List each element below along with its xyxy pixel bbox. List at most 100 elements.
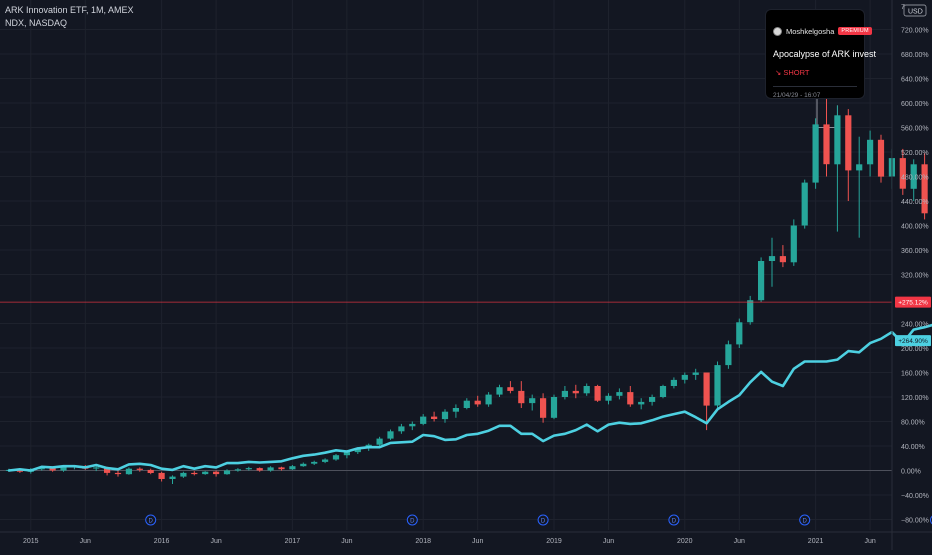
candle-body [584, 386, 590, 393]
y-tick-label: 320.00% [901, 273, 929, 280]
x-tick-label: 2021 [808, 538, 824, 545]
candle-body [649, 397, 655, 402]
candle-body [573, 391, 579, 393]
candle-body [202, 472, 208, 474]
y-tick-label: 480.00% [901, 175, 929, 182]
candle-body [551, 397, 557, 418]
y-tick-label: 240.00% [901, 322, 929, 329]
series-legend: ARK Innovation ETF, 1M, AMEX NDX, NASDAQ [5, 4, 134, 30]
y-tick-label: 200.00% [901, 346, 929, 353]
candle-body [747, 300, 753, 322]
candle-body [595, 386, 601, 401]
dividend-marker-label: D [803, 519, 808, 525]
candle-body [420, 417, 426, 424]
candle-body [791, 226, 797, 263]
y-tick-label: 160.00% [901, 371, 929, 378]
candle-body [60, 467, 66, 470]
candle-body [377, 439, 383, 445]
candle-body [486, 395, 492, 405]
x-tick-label: 2016 [154, 538, 170, 545]
x-tick-label: Jun [472, 538, 483, 545]
candle-body [169, 477, 175, 479]
x-tick-label: 2015 [23, 538, 39, 545]
dividend-marker-label: D [672, 519, 677, 525]
y-tick-label: 80.00% [901, 420, 925, 427]
x-tick-label: Jun [603, 538, 614, 545]
candle-body [464, 401, 470, 408]
idea-author-row[interactable]: Moshkelgosha PREMIUM [773, 25, 872, 37]
x-tick-label: 2018 [415, 538, 431, 545]
idea-author[interactable]: Moshkelgosha [786, 27, 834, 36]
candle-body [704, 373, 710, 406]
candle-body [257, 468, 263, 470]
candle-body [758, 261, 764, 300]
candle-body [671, 380, 677, 386]
candle-body [616, 392, 622, 396]
candle-body [507, 387, 513, 391]
candle-body [475, 401, 481, 405]
candle-body [638, 402, 644, 405]
x-tick-label: Jun [734, 538, 745, 545]
dividend-marker-label: D [541, 519, 546, 525]
candle-body [802, 183, 808, 226]
candle-body [246, 468, 252, 469]
candle-body [540, 398, 546, 418]
x-tick-label: Jun [341, 538, 352, 545]
candle-body [409, 424, 415, 426]
idea-direction: ↘ SHORT [775, 68, 810, 77]
idea-direction-label: SHORT [783, 68, 809, 77]
main-last-value-label: +275.12% [898, 300, 928, 307]
idea-title[interactable]: Apocalypse of ARK invest [773, 49, 876, 59]
y-tick-label: 40.00% [901, 444, 925, 451]
candle-body [627, 392, 633, 404]
candle-body [529, 398, 535, 403]
candle-body [496, 387, 502, 394]
x-tick-label: 2020 [677, 538, 693, 545]
candle-body [278, 467, 284, 469]
candle-body [660, 386, 666, 397]
candle-body [769, 256, 775, 261]
candle-body [442, 412, 448, 419]
candle-body [126, 469, 132, 475]
legend-main-symbol[interactable]: ARK Innovation ETF, 1M, AMEX [5, 4, 134, 17]
candle-body [398, 426, 404, 431]
y-tick-label: 680.00% [901, 52, 929, 59]
candle-body [518, 391, 524, 403]
x-tick-label: Jun [864, 538, 875, 545]
y-tick-label: 720.00% [901, 28, 929, 35]
compare-last-value-label: +264.90% [898, 338, 928, 345]
y-tick-label: −80.00% [901, 518, 929, 525]
candle-body [693, 373, 699, 375]
candle-body [311, 462, 317, 464]
y-tick-label: 120.00% [901, 395, 929, 402]
candle-body [813, 124, 819, 182]
y-tick-label: 440.00% [901, 199, 929, 206]
candle-body [137, 469, 143, 470]
candle-body [213, 472, 219, 474]
candle-body [823, 124, 829, 164]
x-tick-label: 2017 [285, 538, 301, 545]
candle-body [714, 365, 720, 405]
short-arrow-icon: ↘ [775, 68, 781, 77]
y-tick-label: 600.00% [901, 101, 929, 108]
x-tick-label: 2019 [546, 538, 562, 545]
y-tick-label: 0.00% [901, 469, 921, 476]
y-tick-label: 520.00% [901, 150, 929, 157]
candle-body [725, 344, 731, 365]
candle-body [180, 473, 186, 477]
candle-body [562, 391, 568, 397]
candle-body [93, 467, 99, 468]
idea-card[interactable]: Moshkelgosha PREMIUM Apocalypse of ARK i… [766, 10, 864, 98]
candle-body [682, 375, 688, 380]
candle-body [736, 322, 742, 344]
currency-label: USD [908, 9, 923, 16]
candle-body [224, 471, 230, 475]
candle-body [834, 115, 840, 164]
candle-body [159, 473, 165, 479]
legend-compare-symbol[interactable]: NDX, NASDAQ [5, 17, 134, 30]
candle-body [235, 469, 241, 470]
candle-body [845, 115, 851, 170]
candle-body [605, 396, 611, 401]
candle-body [878, 140, 884, 177]
candle-body [191, 473, 197, 474]
